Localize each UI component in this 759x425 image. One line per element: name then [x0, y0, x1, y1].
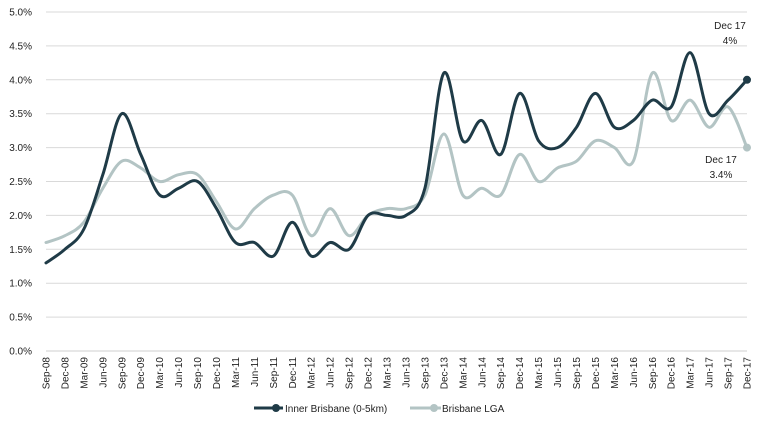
x-tick-label: Jun-12	[326, 357, 337, 388]
x-tick-label: Mar-09	[79, 357, 90, 389]
annotation-inner-brisbane-line2: 4%	[723, 36, 738, 47]
x-tick-label: Jun-17	[705, 357, 716, 388]
legend-label-brisbane-lga: Brisbane LGA	[442, 404, 505, 415]
y-tick-label: 2.0%	[9, 211, 32, 222]
legend-label-inner-brisbane: Inner Brisbane (0-5km)	[285, 404, 387, 415]
x-tick-label: Sep-12	[345, 357, 356, 390]
x-tick-label: Mar-14	[458, 357, 469, 389]
x-tick-label: Sep-17	[724, 357, 735, 390]
series-line-inner-brisbane	[44, 51, 749, 265]
y-tick-label: 1.5%	[9, 245, 32, 256]
x-tick-label: Jun-14	[477, 357, 488, 388]
annotation-inner-brisbane-line1: Dec 17	[714, 21, 746, 32]
x-tick-label: Dec-13	[439, 357, 450, 390]
x-tick-label: Dec-14	[515, 357, 526, 390]
x-tick-label: Jun-16	[629, 357, 640, 388]
x-tick-label: Mar-17	[686, 357, 697, 389]
y-tick-label: 2.5%	[9, 177, 32, 188]
x-tick-label: Sep-13	[420, 357, 431, 390]
y-tick-label: 4.5%	[9, 41, 32, 52]
x-tick-label: Mar-11	[231, 357, 242, 388]
x-tick-label: Sep-10	[193, 357, 204, 390]
legend-marker-inner-brisbane	[272, 404, 280, 412]
x-tick-label: Dec-11	[288, 357, 299, 389]
legend-marker-brisbane-lga	[430, 404, 438, 412]
x-tick-label: Dec-15	[591, 357, 602, 390]
x-tick-label: Sep-14	[496, 357, 507, 390]
x-tick-label: Dec-09	[136, 357, 147, 390]
annotation-brisbane-lga-line2: 3.4%	[710, 170, 733, 181]
x-tick-label: Sep-15	[572, 357, 583, 390]
x-tick-label: Sep-11	[269, 357, 280, 389]
x-axis-ticks: Sep-08 Dec-08 Mar-09 Jun-09 Sep-09 Dec-09 Mar-…	[42, 357, 754, 390]
series-end-points	[743, 75, 751, 152]
legend-item-brisbane-lga: Brisbane LGA	[410, 404, 505, 415]
y-tick-label: 3.5%	[9, 109, 32, 120]
x-tick-label: Dec-16	[667, 357, 678, 390]
x-tick-label: Sep-09	[117, 357, 128, 390]
x-tick-label: Jun-10	[174, 357, 185, 388]
y-tick-label: 3.0%	[9, 143, 32, 154]
x-tick-label: Jun-09	[98, 357, 109, 388]
annotation-brisbane-lga-line1: Dec 17	[705, 155, 737, 166]
series-lines	[44, 51, 749, 265]
series-line-brisbane-lga	[44, 71, 749, 244]
annotation-brisbane-lga: Dec 17 3.4%	[705, 155, 737, 181]
y-tick-label: 4.0%	[9, 75, 32, 86]
legend: Inner Brisbane (0-5km) Brisbane LGA	[254, 404, 505, 415]
y-tick-label: 0.5%	[9, 313, 32, 324]
x-tick-label: Mar-15	[534, 357, 545, 389]
annotation-inner-brisbane: Dec 17 4%	[714, 21, 746, 47]
x-tick-label: Jun-15	[553, 357, 564, 388]
x-tick-label: Dec-08	[60, 357, 71, 390]
x-tick-label: Jun-13	[401, 357, 412, 388]
x-tick-label: Mar-16	[610, 357, 621, 389]
end-point-brisbane-lga	[743, 143, 751, 152]
gridlines	[46, 11, 747, 318]
x-tick-label: Sep-16	[648, 357, 659, 390]
y-axis-ticks: 0.0% 0.5% 1.0% 1.5% 2.0% 2.5% 3.0% 3.5% 4.0% 4.5%…	[9, 8, 32, 358]
x-tick-label: Mar-12	[307, 357, 318, 389]
y-tick-label: 5.0%	[9, 8, 32, 19]
y-tick-label: 0.0%	[9, 347, 32, 358]
legend-item-inner-brisbane: Inner Brisbane (0-5km)	[254, 404, 387, 415]
x-tick-label: Sep-08	[42, 357, 53, 390]
y-tick-label: 1.0%	[9, 279, 32, 290]
x-tick-label: Jun-11	[250, 357, 261, 387]
end-point-inner-brisbane	[743, 75, 751, 84]
x-tick-label: Dec-12	[364, 357, 375, 390]
x-tick-label: Mar-10	[155, 357, 166, 389]
x-tick-label: Dec-10	[212, 357, 223, 390]
x-tick-label: Dec-17	[743, 357, 754, 390]
x-tick-label: Mar-13	[383, 357, 394, 389]
